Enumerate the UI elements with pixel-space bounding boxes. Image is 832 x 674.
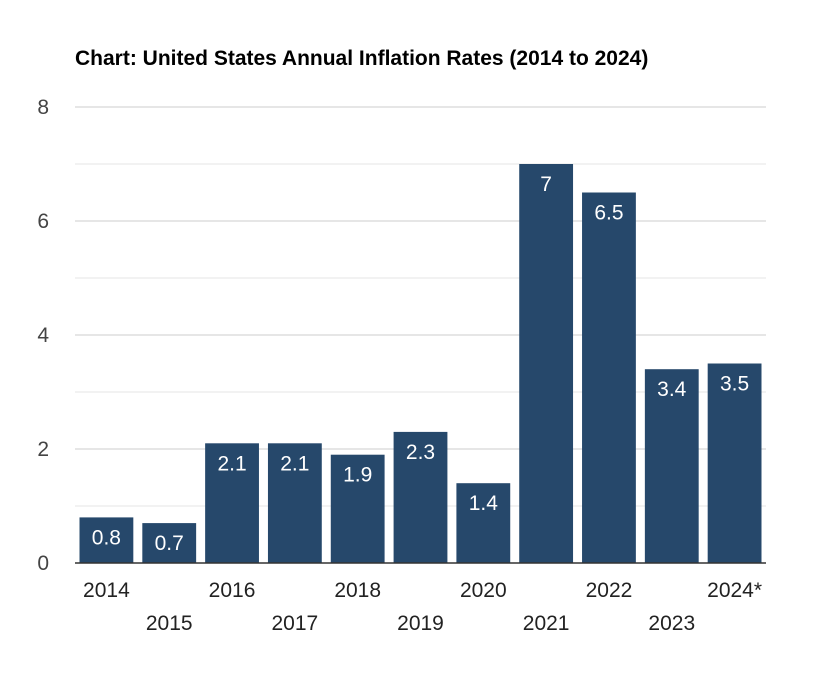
data-label: 0.7 [155, 532, 184, 555]
data-labels: 0.8 0.7 2.1 2.1 1.9 2.3 1.4 7 6.5 3.4 3.5 [92, 173, 749, 555]
x-tick-label: 2019 [397, 612, 444, 635]
data-label: 2.3 [406, 441, 435, 464]
x-tick-label: 2020 [460, 579, 507, 602]
data-label: 2.1 [217, 452, 246, 475]
y-tick-label: 4 [37, 324, 49, 347]
y-tick-label: 2 [37, 438, 49, 461]
bar-2020 [456, 483, 511, 563]
data-label: 6.5 [594, 202, 623, 225]
chart-title: Chart: United States Annual Inflation Ra… [75, 47, 648, 70]
bar-2014 [79, 517, 134, 563]
x-tick-label: 2015 [146, 612, 193, 635]
x-tick-label: 2024* [707, 579, 762, 602]
data-label: 7 [540, 173, 552, 196]
x-tick-label: 2023 [648, 612, 695, 635]
bar-2024 [707, 363, 762, 563]
data-label: 3.4 [657, 378, 687, 401]
bar-2022 [582, 192, 636, 563]
bar-2016 [205, 443, 259, 563]
data-label: 2.1 [280, 452, 309, 475]
x-tick-label: 2017 [272, 612, 319, 635]
bar-2018 [330, 454, 385, 563]
bar-2019 [393, 431, 448, 563]
x-axis-ticks: 2014 2015 2016 2017 2018 2019 2020 2021 2022 2023… [83, 579, 762, 635]
bars [79, 164, 762, 563]
y-tick-label: 0 [37, 552, 49, 575]
bar-2017 [267, 443, 322, 563]
x-tick-label: 2016 [209, 579, 256, 602]
y-axis-ticks: 0 2 4 6 8 [37, 96, 49, 575]
bar-2023 [644, 369, 699, 563]
data-label: 1.4 [469, 492, 499, 515]
data-label: 0.8 [92, 526, 121, 549]
gridlines [75, 106, 766, 507]
x-tick-label: 2018 [334, 579, 381, 602]
data-label: 1.9 [343, 464, 372, 487]
x-tick-label: 2014 [83, 579, 130, 602]
data-label: 3.5 [720, 373, 749, 396]
y-tick-label: 6 [37, 210, 49, 233]
bar-2015 [142, 523, 197, 563]
bar-2021 [519, 164, 574, 563]
x-tick-label: 2021 [523, 612, 570, 635]
x-tick-label: 2022 [586, 579, 633, 602]
y-tick-label: 8 [37, 96, 49, 119]
